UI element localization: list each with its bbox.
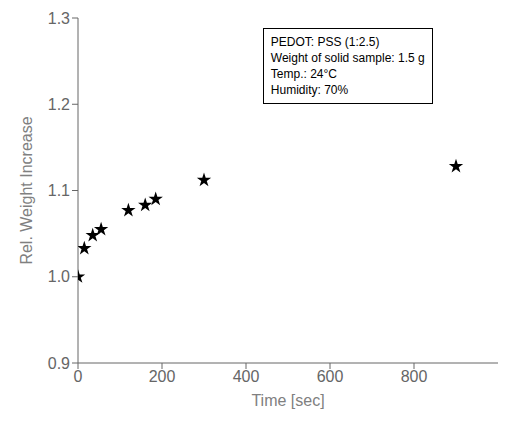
svg-text:200: 200: [149, 368, 176, 385]
svg-text:1.1: 1.1: [48, 182, 70, 199]
html-text:PEDOT: PSS (1:2.5): PEDOT: PSS (1:2.5): [270, 35, 380, 50]
svg-text:800: 800: [401, 368, 428, 385]
svg-text:600: 600: [317, 368, 344, 385]
svg-text:400: 400: [233, 368, 260, 385]
svg-text:1.2: 1.2: [48, 96, 70, 113]
svg-text:1.3: 1.3: [48, 10, 70, 27]
svg-text:Time [sec]: Time [sec]: [251, 392, 324, 409]
html-text:Humidity: 70%: Humidity: 70%: [270, 83, 349, 98]
svg-text:1.0: 1.0: [48, 268, 70, 285]
svg-text:0: 0: [74, 368, 83, 385]
svg-text:Rel. Weight Increase: Rel. Weight Increase: [18, 116, 35, 264]
svg-text:0.9: 0.9: [48, 355, 70, 372]
html-text:Weight of solid sample: 1.5 g: Weight of solid sample: 1.5 g: [270, 51, 425, 66]
html-text:Temp.: 24°C: Temp.: 24°C: [270, 67, 337, 82]
